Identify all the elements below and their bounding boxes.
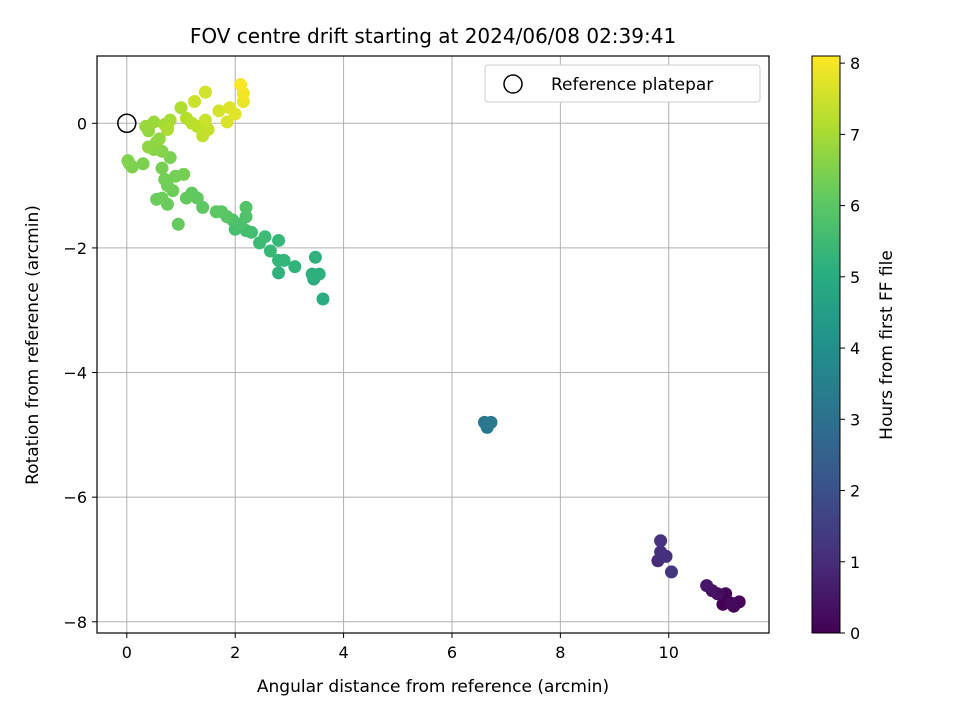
colorbar-tick-label-7: 7 (850, 125, 860, 144)
data-point-7 (700, 579, 714, 593)
data-point-79 (212, 104, 226, 118)
colorbar-tick-label-6: 6 (850, 197, 860, 216)
colorbar-tick-label-2: 2 (850, 482, 860, 501)
x-tick-label-4: 8 (555, 643, 565, 662)
x-tick-label-5: 10 (659, 643, 679, 662)
colorbar-tick-label-1: 1 (850, 553, 860, 572)
y-tick-label-1: −2 (63, 239, 87, 258)
data-point-85 (234, 78, 248, 92)
data-point-20 (308, 250, 322, 264)
legend-box (484, 64, 761, 103)
y-tick-label-4: −8 (63, 613, 87, 632)
data-point-19 (305, 267, 319, 281)
data-point-78 (198, 85, 212, 99)
chart-title: FOV centre drift starting at 2024/06/08 … (190, 24, 676, 48)
data-point-46 (155, 191, 169, 205)
colorbar-tick-label-4: 4 (850, 339, 860, 358)
y-axis-label: Rotation from reference (arcmin) (23, 205, 43, 485)
data-point-24 (272, 253, 286, 267)
data-point-28 (258, 230, 272, 244)
data-point-82 (228, 107, 242, 121)
colorbar-tick-label-3: 3 (850, 410, 860, 429)
colorbar-label: Hours from first FF file (877, 250, 897, 440)
data-point-80 (220, 115, 234, 129)
data-point-49 (158, 172, 172, 186)
data-point-4 (724, 596, 738, 610)
colorbar: 0 1 2 3 4 5 6 7 8 Hours from first FF file (811, 54, 897, 643)
data-point-10 (654, 545, 668, 559)
colorbar-tick-label-0: 0 (850, 624, 860, 643)
grid (97, 56, 769, 633)
data-point-69 (160, 123, 174, 137)
data-point-51 (177, 167, 191, 181)
data-point-25 (272, 233, 286, 247)
y-tick-label-0: 0 (77, 114, 87, 133)
x-tick-label-2: 4 (338, 643, 348, 662)
colorbar-ticks: 0 1 2 3 4 5 6 7 8 (840, 54, 860, 643)
plot-frame (96, 55, 770, 634)
data-point-34 (239, 210, 253, 224)
data-point-54 (136, 157, 150, 171)
y-tick-label-3: −6 (63, 488, 87, 507)
reference-marker (117, 113, 137, 134)
data-point-38 (209, 205, 223, 219)
data-point-57 (121, 154, 135, 168)
data-points (121, 78, 746, 613)
data-point-12 (664, 565, 678, 579)
data-point-22 (288, 260, 302, 274)
data-point-42 (179, 191, 193, 205)
data-point-77 (188, 94, 202, 108)
colorbar-tick-label-8: 8 (850, 54, 860, 73)
data-point-43 (171, 217, 185, 231)
data-point-70 (174, 101, 188, 115)
legend: Reference platepar (484, 64, 761, 103)
x-axis-label: Angular distance from reference (arcmin) (257, 677, 609, 697)
x-axis-ticks: 0 2 4 6 8 10 (122, 633, 679, 662)
colorbar-gradient (811, 55, 841, 634)
y-tick-label-2: −4 (63, 364, 87, 383)
data-point-65 (147, 115, 161, 129)
x-tick-label-0: 0 (122, 643, 132, 662)
legend-label: Reference platepar (551, 75, 713, 95)
legend-marker (503, 74, 523, 94)
x-tick-label-3: 6 (447, 643, 457, 662)
data-point-62 (152, 132, 166, 146)
data-point-21 (272, 266, 286, 280)
data-point-11 (654, 534, 668, 548)
data-point-15 (484, 415, 498, 429)
data-point-26 (263, 244, 277, 258)
colorbar-tick-label-5: 5 (850, 268, 860, 287)
data-point-52 (155, 161, 169, 175)
x-tick-label-1: 2 (230, 643, 240, 662)
data-point-35 (239, 200, 253, 214)
y-axis-ticks: 0 −2 −4 −6 −8 (63, 114, 97, 632)
data-point-16 (316, 292, 330, 306)
data-point-76 (198, 113, 212, 127)
